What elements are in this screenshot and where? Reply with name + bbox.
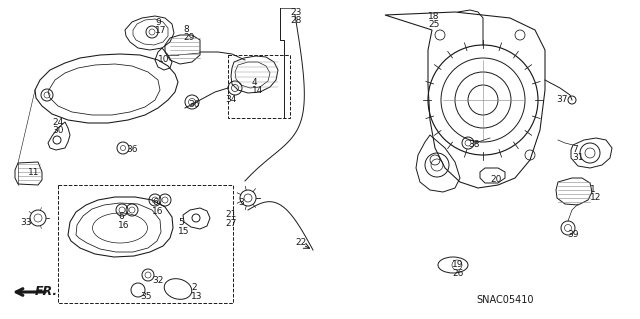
Text: 29: 29 (183, 33, 195, 42)
Bar (228, 55, 290, 118)
Text: 2: 2 (191, 283, 196, 292)
Text: 27: 27 (225, 219, 236, 228)
Text: 10: 10 (158, 55, 170, 64)
Text: 14: 14 (252, 86, 264, 95)
Text: 4: 4 (252, 78, 258, 87)
Text: 22: 22 (295, 238, 307, 247)
Text: 16: 16 (118, 221, 129, 230)
Text: 25: 25 (428, 20, 440, 29)
Text: 6: 6 (118, 212, 124, 221)
Text: 18: 18 (428, 12, 440, 21)
Text: 1: 1 (590, 185, 596, 194)
Text: 9: 9 (155, 18, 161, 27)
Text: 12: 12 (590, 193, 602, 202)
Text: 28: 28 (290, 16, 301, 25)
Text: 26: 26 (452, 269, 463, 278)
Text: 8: 8 (183, 25, 189, 34)
Text: 32: 32 (152, 276, 163, 285)
Text: 30: 30 (52, 126, 63, 135)
Bar (58, 185, 233, 303)
Text: 31: 31 (572, 153, 584, 162)
Text: 3: 3 (238, 198, 244, 207)
Text: 19: 19 (452, 260, 463, 269)
Text: 35: 35 (140, 292, 152, 301)
Text: 33: 33 (20, 218, 31, 227)
Text: 16: 16 (152, 207, 163, 216)
Text: 13: 13 (191, 292, 202, 301)
Text: 38: 38 (468, 140, 479, 149)
Text: 36: 36 (126, 145, 138, 154)
Text: 17: 17 (155, 26, 166, 35)
Text: 20: 20 (490, 175, 501, 184)
Text: 5: 5 (178, 218, 184, 227)
Text: 39: 39 (567, 230, 579, 239)
Text: 21: 21 (225, 210, 236, 219)
Text: 7: 7 (572, 145, 578, 154)
Text: 37: 37 (556, 95, 568, 104)
Text: 36: 36 (188, 100, 200, 109)
Text: 6: 6 (152, 198, 157, 207)
Text: 11: 11 (28, 168, 40, 177)
Text: FR.: FR. (35, 285, 58, 298)
Text: 23: 23 (290, 8, 301, 17)
Text: 15: 15 (178, 227, 189, 236)
Text: 24: 24 (52, 118, 63, 127)
Text: 34: 34 (225, 95, 236, 104)
Text: SNAC05410: SNAC05410 (476, 295, 534, 305)
